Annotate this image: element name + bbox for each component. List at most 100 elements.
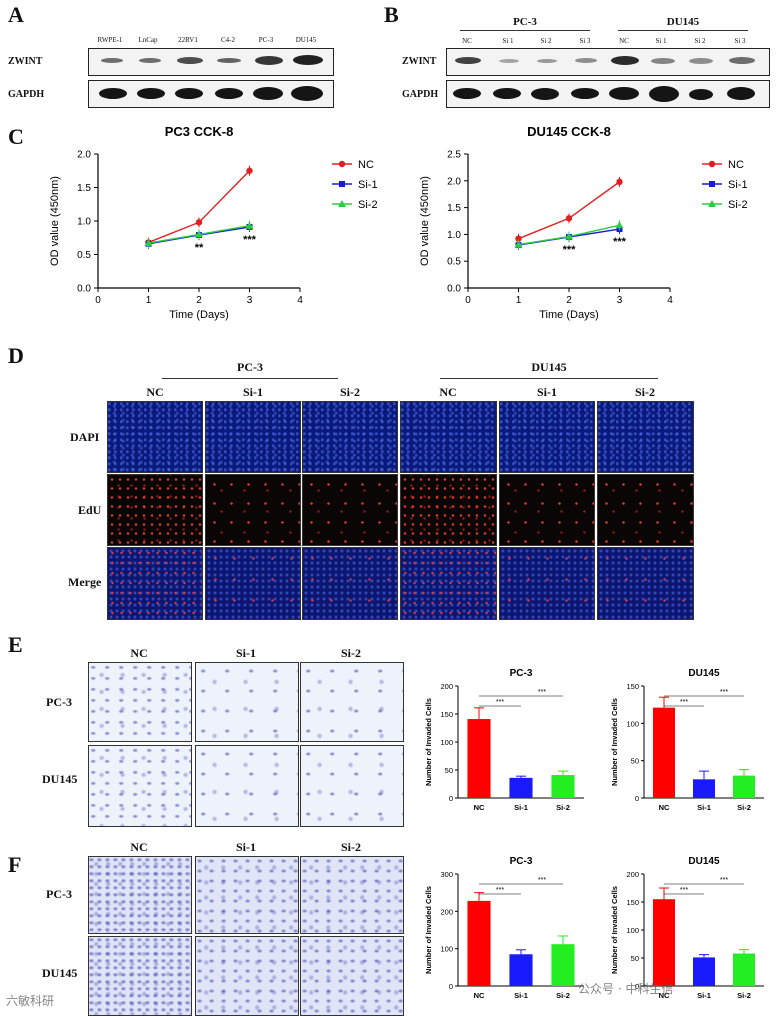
row-label: EdU <box>78 503 102 517</box>
column-label: NC <box>146 385 164 399</box>
column-label: Si-2 <box>339 385 360 399</box>
legend-label: NC <box>358 159 374 171</box>
row-label: Merge <box>68 575 102 589</box>
legend-label: NC <box>728 159 744 171</box>
transwell-image <box>195 856 299 934</box>
x-axis-label: Time (Days) <box>169 309 228 321</box>
microscopy-image <box>597 547 694 620</box>
y-tick-label: 0 <box>449 982 453 991</box>
panel-label-a: A <box>8 2 24 27</box>
bar <box>653 899 675 986</box>
legend-marker <box>708 160 716 168</box>
significance-label: *** <box>680 887 688 894</box>
y-tick-label: 200 <box>440 907 453 916</box>
chart-title: PC3 CCK-8 <box>165 124 234 139</box>
transwell-image <box>195 745 299 827</box>
lane-label: Si 1 <box>502 37 514 45</box>
data-point <box>514 240 523 248</box>
y-axis-label: OD value (450nm) <box>419 176 431 266</box>
x-tick-label: 3 <box>617 295 623 306</box>
legend-label: Si-1 <box>728 179 748 191</box>
microscopy-image <box>302 474 398 546</box>
transwell-image <box>300 745 404 827</box>
bar <box>733 775 755 798</box>
chart-invasion-du145-e: DU145 0 50 100 150 Number of Invaded Cells NC S… <box>610 668 764 812</box>
y-tick-label: 0.5 <box>77 250 91 261</box>
x-tick-label: Si-1 <box>514 803 528 812</box>
x-tick-label: Si-1 <box>697 803 711 812</box>
y-tick-label: 1.0 <box>447 230 461 241</box>
y-tick-label: 200 <box>626 870 639 879</box>
y-tick-label: 100 <box>626 926 639 935</box>
x-tick-label: Si-1 <box>697 991 711 1000</box>
blot-row-label: GAPDH <box>8 89 45 100</box>
column-label: Si-2 <box>340 840 361 854</box>
y-tick-label: 150 <box>626 682 639 691</box>
data-point <box>245 221 254 229</box>
y-tick-label: 50 <box>445 766 453 775</box>
y-tick-label: 50 <box>631 954 639 963</box>
y-tick-label: 200 <box>440 682 453 691</box>
group-divider <box>162 378 338 379</box>
significance-label: *** <box>538 689 546 696</box>
panel-label-c: C <box>8 124 24 149</box>
legend-label: Si-2 <box>728 199 748 211</box>
row-label: PC-3 <box>46 695 72 709</box>
blot-row-label: ZWINT <box>402 56 437 67</box>
lane-label: NC <box>462 37 472 45</box>
western-blot-zwint-b <box>446 48 770 76</box>
group-divider <box>460 30 590 31</box>
lane-label: C4-2 <box>221 36 235 44</box>
column-label: NC <box>130 646 148 660</box>
group-header: DU145 <box>531 360 567 374</box>
y-tick-label: 0 <box>635 982 639 991</box>
row-label: DAPI <box>70 430 100 444</box>
column-label: Si-2 <box>340 646 361 660</box>
y-tick-label: 0.5 <box>447 257 461 268</box>
lane-label: RWPE-1 <box>97 36 123 44</box>
y-tick-label: 2.5 <box>447 150 461 161</box>
bar <box>551 775 575 798</box>
column-label: Si-1 <box>235 646 256 660</box>
chart-invasion-pc3-e: PC-3 0 50 100 150 200 Number of Invaded Cells N… <box>424 668 584 812</box>
y-tick-label: 50 <box>631 757 639 766</box>
microscopy-image <box>597 474 694 546</box>
chart-title: DU145 <box>688 856 720 867</box>
chart-invasion-du145-f: DU145 0 50 100 150 200 Number of Invaded Cells… <box>610 856 764 1000</box>
y-tick-label: 0.0 <box>447 284 461 295</box>
x-axis-label: Time (Days) <box>539 309 598 321</box>
x-tick-label: Si-2 <box>556 803 570 812</box>
row-label: PC-3 <box>46 887 72 901</box>
x-tick-label: Si-2 <box>737 803 751 812</box>
blot-group-header: DU145 <box>666 16 700 28</box>
y-axis-label: Number of Invaded Cells <box>610 698 619 786</box>
significance-label: *** <box>496 887 504 894</box>
group-header: PC-3 <box>237 360 263 374</box>
data-point <box>616 178 623 186</box>
transwell-image <box>195 662 299 742</box>
data-point <box>515 235 522 242</box>
chart-title: PC-3 <box>510 856 533 867</box>
legend-marker <box>338 200 346 207</box>
chart-title: PC-3 <box>510 668 533 679</box>
significance-label: *** <box>496 699 504 706</box>
x-tick-label: 1 <box>516 295 522 306</box>
transwell-image <box>300 936 404 1016</box>
chart-pc3-cck8: PC3 CCK-8 0.0 0.5 1.0 1.5 2.0 0 1 2 3 4 Time (Days)… <box>49 124 378 321</box>
panel-label-d: D <box>8 343 24 368</box>
x-tick-label: 0 <box>95 295 101 306</box>
microscopy-image <box>400 474 497 546</box>
legend-label: Si-2 <box>358 199 378 211</box>
significance-label: ** <box>195 242 204 254</box>
chart-du145-cck8: DU145 CCK-8 0.0 0.5 1.0 1.5 2.0 2.5 0 1 2 3 4 Time (… <box>419 124 748 321</box>
chart-title: DU145 CCK-8 <box>527 124 611 139</box>
transwell-image <box>88 936 192 1016</box>
group-divider <box>618 30 748 31</box>
y-tick-label: 100 <box>626 719 639 728</box>
y-tick-label: 0 <box>635 794 639 803</box>
watermark-left: 六敏科研 <box>6 994 55 1008</box>
x-tick-label: Si-1 <box>514 991 528 1000</box>
bar <box>509 777 533 798</box>
panel-label-b: B <box>384 2 399 27</box>
transwell-image <box>88 856 192 934</box>
